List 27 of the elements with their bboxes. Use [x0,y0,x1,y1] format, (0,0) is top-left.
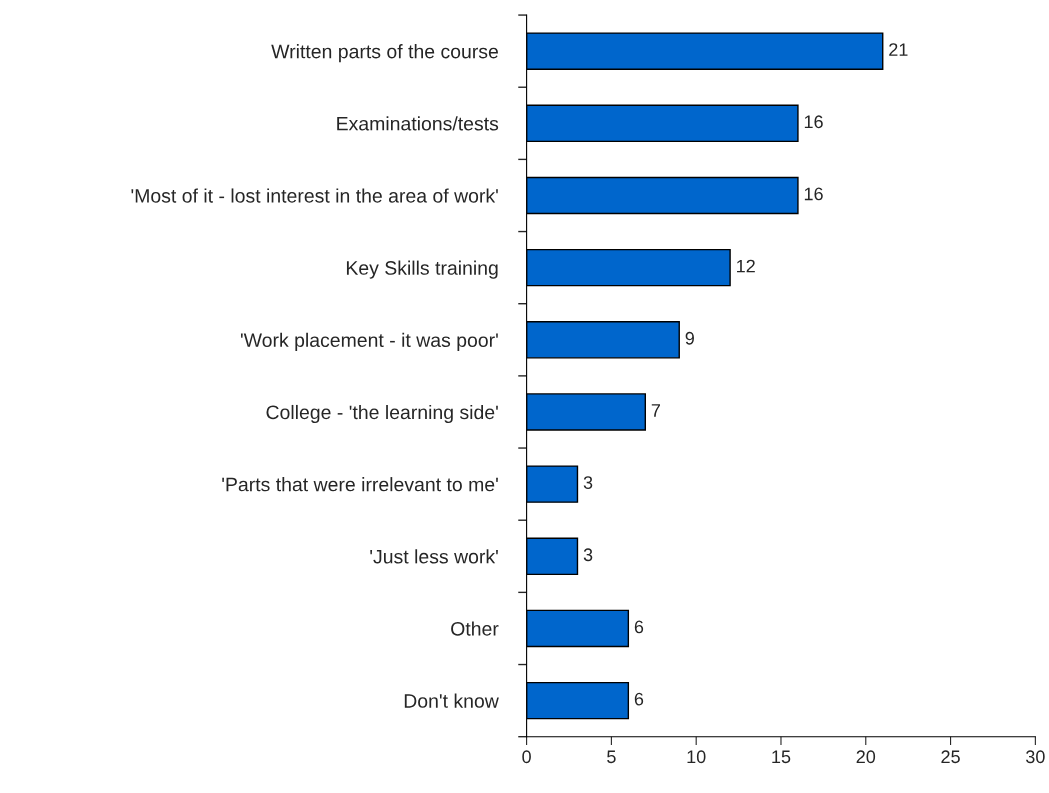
y-tick-label: Don't know [404,693,499,708]
data-label: 16 [804,115,823,129]
x-tick-label: 30 [1026,750,1045,764]
x-tick-label: 20 [856,750,876,764]
data-label: 6 [634,620,644,634]
x-tick-label: 25 [941,750,960,764]
data-label: 21 [889,43,908,56]
data-label: 16 [804,187,823,201]
data-label: 6 [634,692,644,706]
x-tick-label: 15 [772,750,791,764]
y-tick-label: 'Just less work' [370,549,498,564]
y-tick-label: 'Work placement - it was poor' [240,332,498,351]
y-tick-label: College - 'the learning side' [266,404,498,424]
y-tick-label: Examinations/tests [337,116,499,131]
x-tick-label: 5 [607,750,616,764]
y-tick-label: 'Most of it - lost interest in the area of work' [131,188,498,203]
x-tick-label: 0 [522,750,531,764]
x-tick-label: 10 [687,750,706,764]
data-label: 9 [685,331,694,345]
data-label: 7 [651,404,660,417]
y-tick-label: Other [451,621,499,636]
data-label: 3 [583,548,593,562]
y-tick-label: 'Parts that were irrelevant to me' [222,477,498,492]
y-tick-label: Written parts of the course [271,44,498,63]
data-label: 3 [583,476,593,489]
data-label: 12 [737,259,755,273]
y-tick-label: Key Skills training [346,260,498,279]
